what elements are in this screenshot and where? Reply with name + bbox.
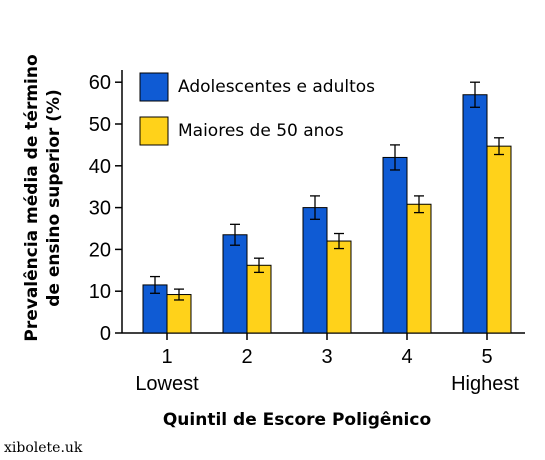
legend-label-adolescentes: Adolescentes e adultos — [178, 77, 375, 97]
y-tick-label: 60 — [89, 72, 111, 94]
watermark: xibolete.uk — [4, 440, 83, 456]
y-tick-label: 40 — [89, 156, 111, 178]
bar-adolescentes-q5 — [462, 94, 488, 334]
x-tick-sublabel-highest: Highest — [451, 373, 519, 395]
y-tick-label: 20 — [89, 239, 111, 261]
x-tick-label-2: 2 — [241, 346, 252, 368]
x-tick-label-1: 1 — [161, 346, 172, 368]
y-tick-label: 10 — [89, 281, 111, 303]
x-axis-ticks: 1 Lowest 2 3 4 5 Highest — [135, 333, 519, 395]
x-tick-sublabel-lowest: Lowest — [135, 373, 199, 395]
bar-adolescentes-q2 — [222, 234, 248, 334]
legend-swatch-adolescentes — [139, 72, 169, 102]
y-tick-label: 0 — [100, 323, 111, 345]
bar-maiores-50-q3 — [326, 240, 352, 334]
legend-label-maiores-50: Maiores de 50 anos — [178, 121, 344, 141]
bar-maiores-50-q4 — [406, 203, 432, 334]
y-axis-label: Prevalência média de término de ensino su… — [22, 54, 64, 341]
bar-adolescentes-q3 — [302, 207, 328, 334]
y-axis-label-line: de ensino superior (%) — [44, 89, 64, 307]
x-tick-label-3: 3 — [321, 346, 332, 368]
bar-maiores-50-q2 — [246, 264, 272, 334]
y-tick-label: 50 — [89, 114, 111, 136]
x-tick-label-4: 4 — [401, 346, 412, 368]
y-axis-ticks: 0 10 20 30 40 50 60 — [89, 72, 122, 345]
y-axis-label-line: Prevalência média de término — [22, 54, 42, 341]
bar-adolescentes-q4 — [382, 156, 408, 334]
x-axis-title: Quintil de Escore Poligênico — [163, 410, 431, 430]
x-tick-label-5: 5 — [481, 346, 492, 368]
y-tick-label: 30 — [89, 198, 111, 220]
legend-swatch-maiores-50 — [139, 116, 169, 146]
bars — [142, 81, 512, 334]
bar-maiores-50-q5 — [486, 145, 512, 334]
legend: Adolescentes e adultos Maiores de 50 anos — [139, 72, 375, 146]
